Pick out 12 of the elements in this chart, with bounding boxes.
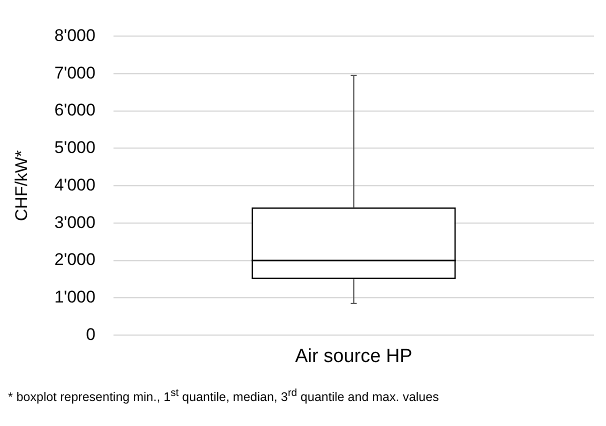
y-tick-label: 5'000 [54,138,96,158]
y-axis-title: CHF/kW* [12,150,31,222]
y-tick-label: 4'000 [54,175,96,194]
text: * boxplot representing min., 1$^{st}$ quantile, median, 3$^{rd}$ quantile and max. values [8,388,440,404]
y-tick-label: 1'000 [54,288,96,307]
y-tick-label: 0 [86,324,96,344]
y-tick-label: 6'000 [54,100,96,120]
y-tick-label: 3'000 [54,212,96,232]
y-tick-label: 7'000 [54,63,96,82]
x-tick-label: Air source HP [295,346,412,367]
y-tick-label: 2'000 [54,250,96,270]
y-tick-label: 8'000 [54,26,96,45]
